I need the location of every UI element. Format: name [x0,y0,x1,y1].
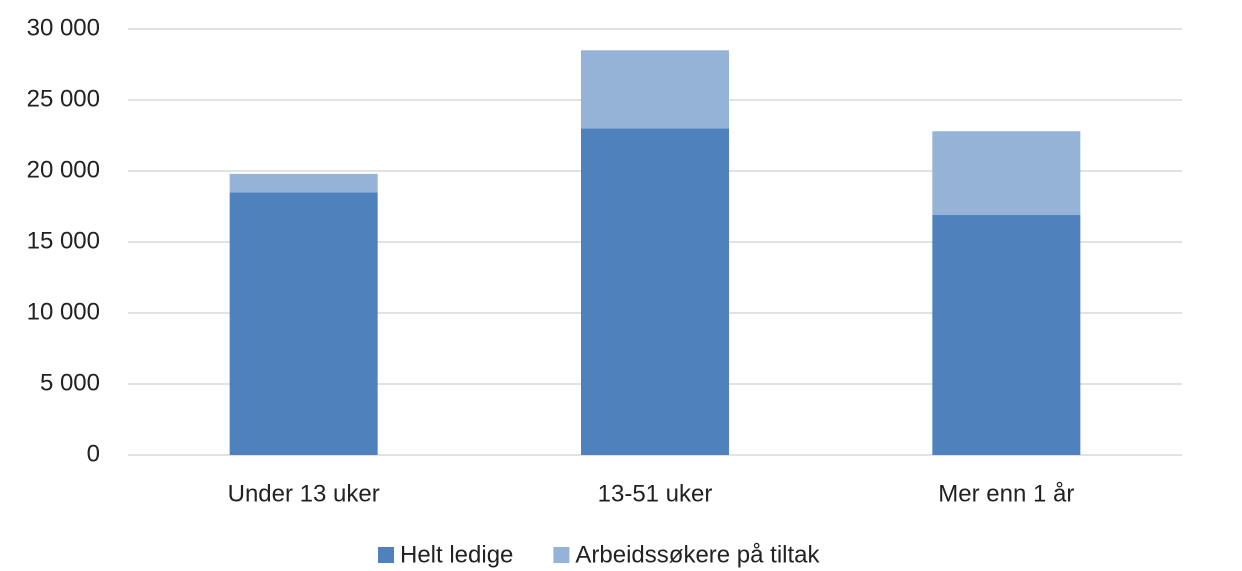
bar-segment [229,173,378,193]
bar-segment [229,192,378,456]
bar-segment [932,131,1081,216]
legend-swatch [378,547,394,563]
bar-segment [932,215,1081,455]
legend-label: Arbeidssøkere på tiltak [575,541,820,568]
y-tick-label: 20 000 [27,156,100,183]
x-tick-label: 13-51 uker [598,480,713,507]
y-tick-label: 30 000 [27,14,100,41]
x-tick-label: Under 13 uker [228,480,380,507]
bar-segment [581,50,729,129]
bar-segment [581,128,729,455]
y-tick-label: 0 [87,440,100,467]
y-tick-label: 5 000 [40,369,100,396]
y-tick-label: 25 000 [27,85,100,112]
legend-swatch [553,547,570,563]
y-tick-label: 10 000 [27,298,100,325]
x-tick-label: Mer enn 1 år [938,480,1074,507]
y-tick-label: 15 000 [27,227,100,254]
legend-label: Helt ledige [400,541,513,568]
